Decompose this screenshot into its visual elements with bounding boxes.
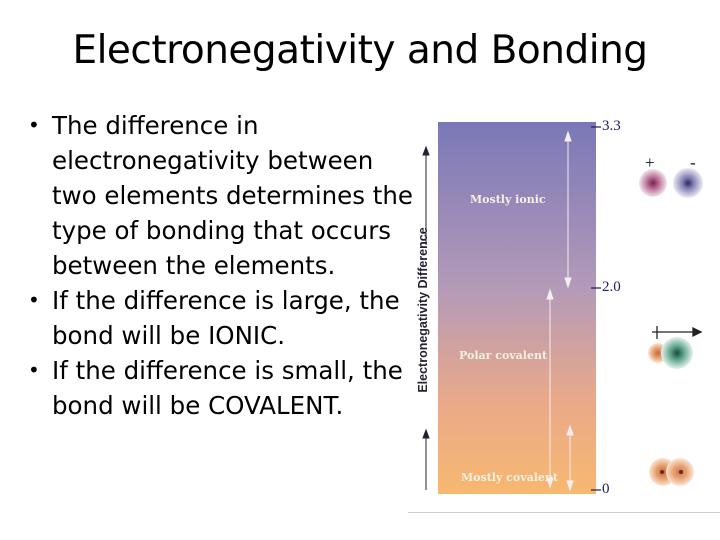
figure-graphic xyxy=(422,122,703,494)
bullet-line: two elements determines the xyxy=(52,181,413,210)
bullet-line: The difference in xyxy=(52,111,259,140)
bullet-list: • The difference in electronegativity be… xyxy=(28,108,448,423)
axis-label: Electronegativity Difference xyxy=(416,227,430,393)
bullet-line: type of bonding that occurs xyxy=(52,216,392,245)
atom-negative xyxy=(673,168,703,198)
tick-label-bottom: 0 xyxy=(602,481,610,497)
bullet-line: bond will be IONIC. xyxy=(52,321,286,350)
divider-line xyxy=(408,512,720,513)
tick-label-mid: 2.0 xyxy=(602,279,621,295)
bullet-line: bond will be COVALENT. xyxy=(52,391,344,420)
range-arrow-ionic xyxy=(564,130,572,289)
charge-positive: + xyxy=(645,153,655,172)
slide-title: Electronegativity and Bonding xyxy=(72,28,648,73)
tick-label-top: 3.3 xyxy=(602,118,621,134)
electronegativity-figure: Electronegativity Difference 3.3 2.0 0 M… xyxy=(405,110,720,520)
region-label-ionic: Mostly ionic xyxy=(470,193,546,206)
axis-arrow xyxy=(422,145,430,490)
bullet-item: • If the difference is large, the bond w… xyxy=(28,283,448,353)
region-label-covalent: Mostly covalent xyxy=(461,471,558,484)
bullet-line: If the difference is small, the xyxy=(52,356,403,385)
bullet-dot: • xyxy=(28,358,40,382)
range-arrow-polar xyxy=(546,288,554,489)
bullet-line: If the difference is large, the xyxy=(52,286,400,315)
bullet-item: • The difference in electronegativity be… xyxy=(28,108,448,283)
bullet-line: electronegativity between xyxy=(52,146,374,175)
charge-negative: - xyxy=(690,153,696,172)
atom-positive xyxy=(639,169,667,197)
bullet-line: between the elements. xyxy=(52,251,336,280)
nucleus-dot xyxy=(660,470,664,474)
bullet-item: • If the difference is small, the bond w… xyxy=(28,353,448,423)
gradient-bar xyxy=(438,122,596,494)
region-label-polar: Polar covalent xyxy=(459,349,548,362)
dipole-arrow xyxy=(652,326,703,339)
bullet-dot: • xyxy=(28,288,40,312)
bullet-dot: • xyxy=(28,113,40,137)
atom-large xyxy=(661,337,693,369)
range-arrow-covalent xyxy=(566,424,574,492)
nucleus-dot xyxy=(679,470,683,474)
